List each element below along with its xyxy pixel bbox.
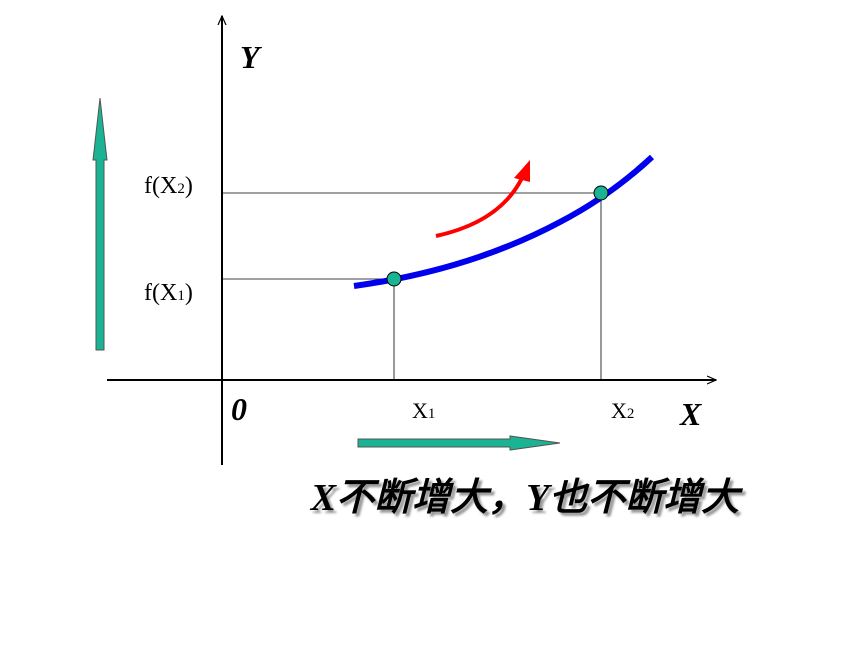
x2-label: X2	[611, 398, 634, 423]
text: )	[185, 173, 193, 199]
point	[386, 271, 402, 287]
x1-label: X1	[412, 398, 435, 423]
text: f(X	[144, 280, 177, 306]
red-arrow	[435, 177, 524, 238]
text: X	[412, 398, 428, 423]
subscript: 2	[627, 406, 635, 422]
x-label: X	[679, 396, 702, 432]
text: )	[185, 280, 193, 306]
subscript: 2	[177, 181, 185, 197]
fx2-label: f(X2)	[144, 173, 193, 199]
fx1-label: f(X1)	[144, 280, 193, 306]
y-label: Y	[240, 39, 262, 75]
text: X	[611, 398, 627, 423]
red-arrowhead	[514, 160, 530, 182]
guide-lines	[222, 192, 602, 380]
curve	[353, 154, 655, 289]
origin-label: 0	[231, 391, 247, 427]
text: f(X	[144, 173, 177, 199]
green-arrow-right	[357, 435, 561, 451]
point	[593, 185, 609, 201]
subscript: 1	[428, 406, 436, 422]
green-arrow-up	[92, 97, 108, 351]
subscript: 1	[177, 288, 185, 304]
caption: X不断增大，Y也不断增大	[310, 477, 744, 519]
